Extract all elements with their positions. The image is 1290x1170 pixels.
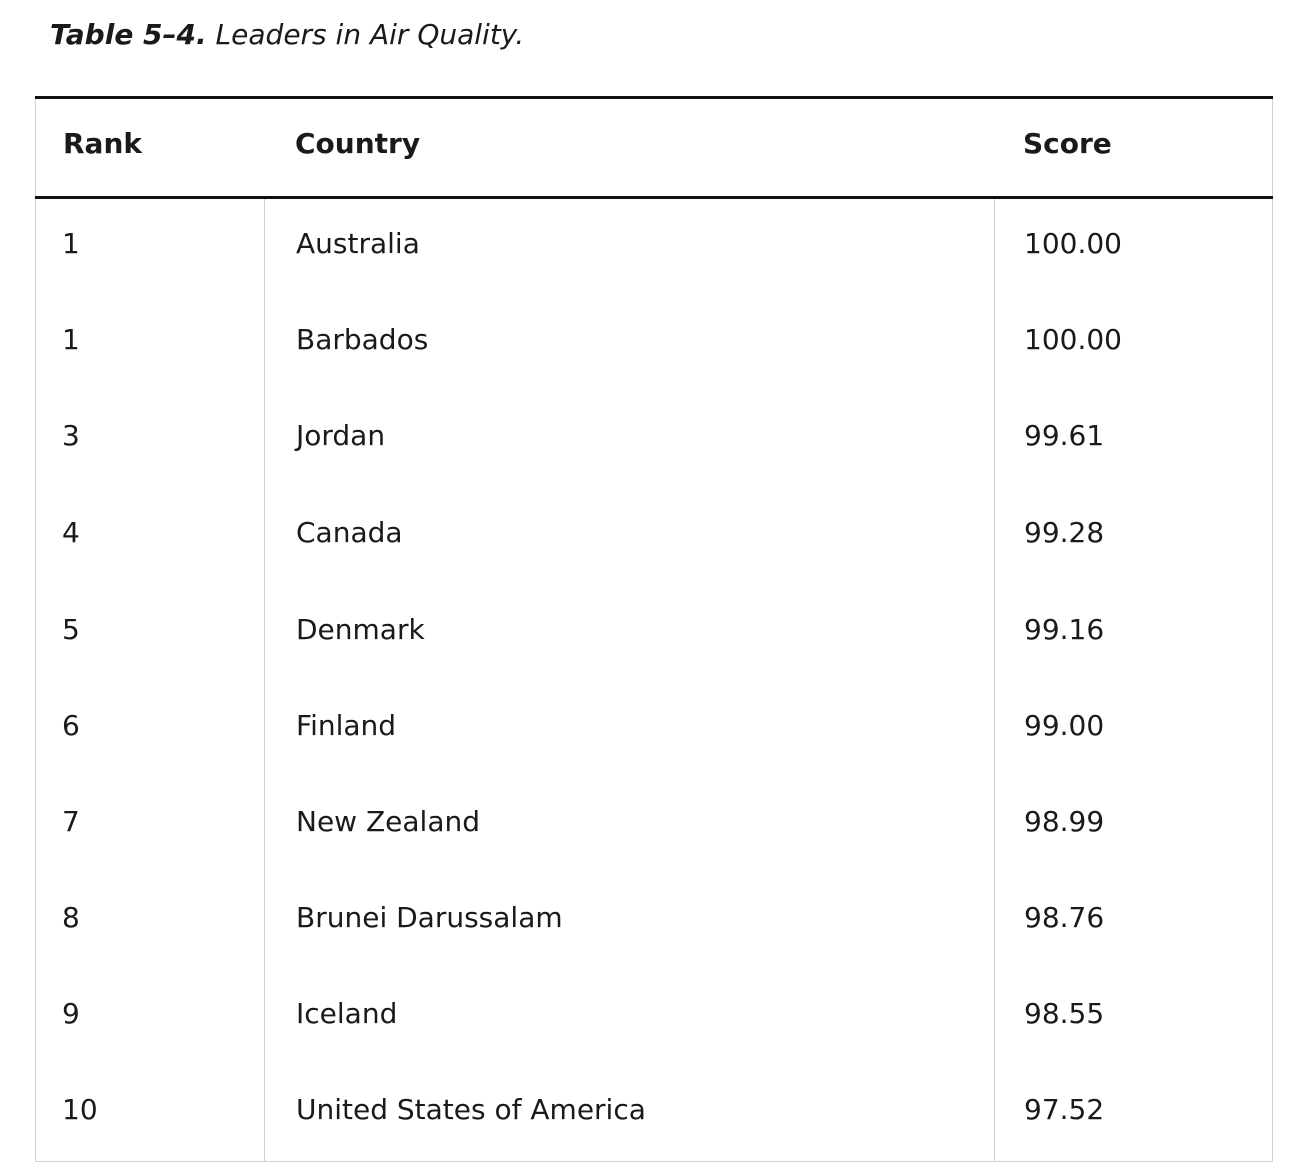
caption-label: Table 5–4. bbox=[50, 18, 207, 51]
table-row: 8 Brunei Darussalam 98.76 bbox=[0, 873, 1290, 969]
table-row: 9 Iceland 98.55 bbox=[0, 969, 1290, 1065]
country-cell: Brunei Darussalam bbox=[296, 901, 563, 934]
rank-cell: 7 bbox=[62, 805, 80, 838]
score-cell: 98.99 bbox=[1024, 805, 1105, 838]
rank-cell: 3 bbox=[62, 419, 80, 452]
score-cell: 99.16 bbox=[1024, 613, 1105, 646]
rank-cell: 4 bbox=[62, 516, 80, 549]
table-caption: Table 5–4. Leaders in Air Quality. bbox=[50, 18, 524, 51]
header-rank: Rank bbox=[63, 127, 143, 160]
score-cell: 97.52 bbox=[1024, 1093, 1105, 1126]
country-cell: Barbados bbox=[296, 323, 429, 356]
table-header-rule bbox=[35, 196, 1273, 199]
rank-cell: 1 bbox=[62, 323, 80, 356]
rank-cell: 8 bbox=[62, 901, 80, 934]
table-top-rule bbox=[35, 96, 1273, 99]
header-country: Country bbox=[295, 127, 421, 160]
rank-cell: 1 bbox=[62, 227, 80, 260]
score-cell: 98.76 bbox=[1024, 901, 1105, 934]
country-cell: Iceland bbox=[296, 997, 398, 1030]
score-cell: 98.55 bbox=[1024, 997, 1105, 1030]
country-cell: Jordan bbox=[296, 419, 386, 452]
score-cell: 99.00 bbox=[1024, 709, 1105, 742]
score-cell: 100.00 bbox=[1024, 227, 1122, 260]
column-divider-rank-country bbox=[264, 199, 265, 1162]
table-row: 1 Australia 100.00 bbox=[0, 199, 1290, 295]
table-row: 4 Canada 99.28 bbox=[0, 488, 1290, 584]
rank-cell: 9 bbox=[62, 997, 80, 1030]
rank-cell: 6 bbox=[62, 709, 80, 742]
score-cell: 99.28 bbox=[1024, 516, 1105, 549]
table-row: 10 United States of America 97.52 bbox=[0, 1065, 1290, 1161]
score-cell: 99.61 bbox=[1024, 419, 1105, 452]
table-row: 5 Denmark 99.16 bbox=[0, 585, 1290, 681]
table-frame bbox=[35, 96, 1273, 1162]
score-cell: 100.00 bbox=[1024, 323, 1122, 356]
country-cell: Canada bbox=[296, 516, 403, 549]
country-cell: New Zealand bbox=[296, 805, 480, 838]
country-cell: Australia bbox=[296, 227, 420, 260]
table-row: 7 New Zealand 98.99 bbox=[0, 777, 1290, 873]
table-row: 1 Barbados 100.00 bbox=[0, 295, 1290, 391]
country-cell: Denmark bbox=[296, 613, 425, 646]
rank-cell: 5 bbox=[62, 613, 80, 646]
rank-cell: 10 bbox=[62, 1093, 98, 1126]
country-cell: Finland bbox=[296, 709, 397, 742]
table-row: 6 Finland 99.00 bbox=[0, 681, 1290, 777]
column-divider-country-score bbox=[994, 199, 995, 1162]
country-cell: United States of America bbox=[296, 1093, 646, 1126]
caption-text: Leaders in Air Quality. bbox=[206, 18, 525, 51]
header-score: Score bbox=[1023, 127, 1112, 160]
table-row: 3 Jordan 99.61 bbox=[0, 391, 1290, 487]
